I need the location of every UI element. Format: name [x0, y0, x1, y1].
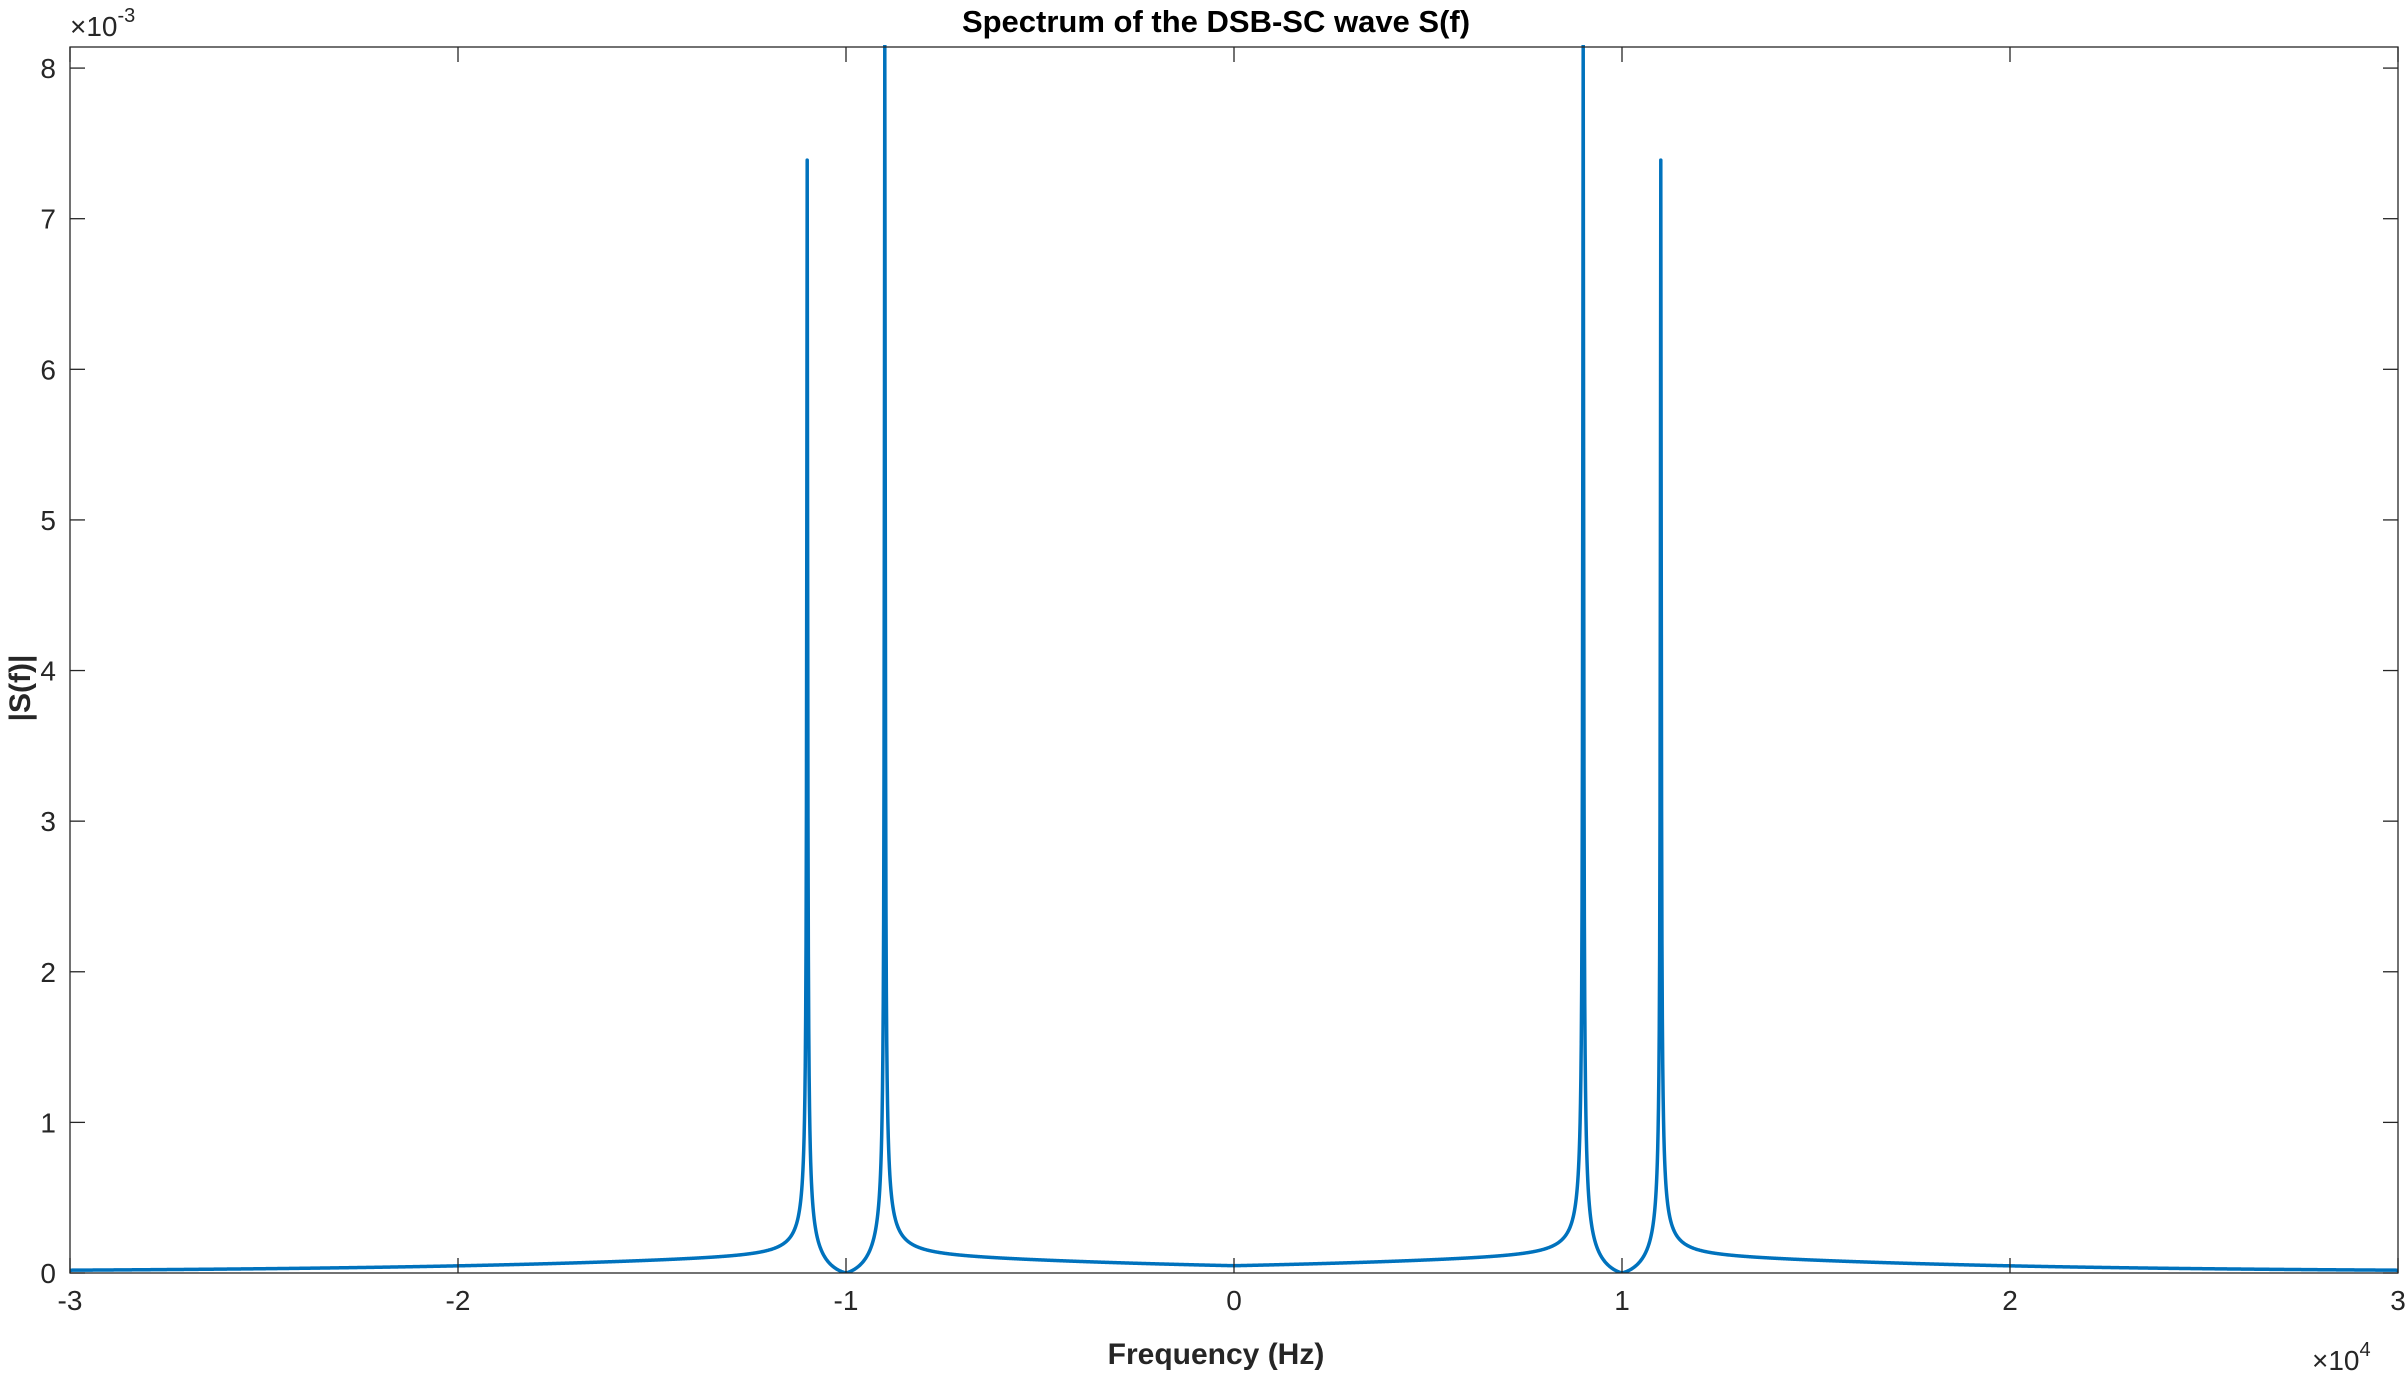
- x-tick-label: -1: [834, 1285, 859, 1316]
- y-tick-label: 1: [40, 1107, 56, 1138]
- x-tick-label: -3: [58, 1285, 83, 1316]
- y-multiplier-exponent: -3: [118, 5, 136, 27]
- x-tick-label: 3: [2390, 1285, 2406, 1316]
- x-axis-title: Frequency (Hz): [1108, 1338, 1325, 1371]
- x-tick-label: 1: [1614, 1285, 1630, 1316]
- chart-title: Spectrum of the DSB-SC wave S(f): [962, 4, 1470, 39]
- y-tick-label: 5: [40, 505, 56, 536]
- y-tick-label: 0: [40, 1258, 56, 1289]
- y-axis: 0 1 2 3 4 5 6 7 8: [40, 53, 2398, 1289]
- x-axis: -3 -2 -1 0 1 2 3: [58, 47, 2406, 1316]
- x-tick-label: -2: [446, 1285, 471, 1316]
- y-tick-label: 4: [40, 656, 56, 687]
- y-tick-label: 2: [40, 957, 56, 988]
- y-axis-title: |S(f)|: [4, 655, 37, 722]
- y-multiplier-base: ×10: [70, 11, 118, 42]
- y-tick-label: 3: [40, 806, 56, 837]
- svg-text:×10-3: ×10-3: [70, 5, 135, 42]
- svg-text:×104: ×104: [2312, 1339, 2371, 1373]
- y-multiplier-label: ×10-3: [70, 5, 135, 42]
- y-tick-label: 8: [40, 53, 56, 84]
- x-tick-label: 2: [2002, 1285, 2018, 1316]
- plot-area: [69, 45, 2399, 1274]
- x-multiplier-exponent: 4: [2360, 1339, 2371, 1361]
- plot-background: [70, 47, 2398, 1273]
- y-tick-label: 7: [40, 204, 56, 235]
- y-tick-label: 6: [40, 354, 56, 385]
- x-multiplier-base: ×10: [2312, 1345, 2360, 1373]
- x-tick-label: 0: [1226, 1285, 1242, 1316]
- x-multiplier-label: ×104: [2312, 1339, 2371, 1373]
